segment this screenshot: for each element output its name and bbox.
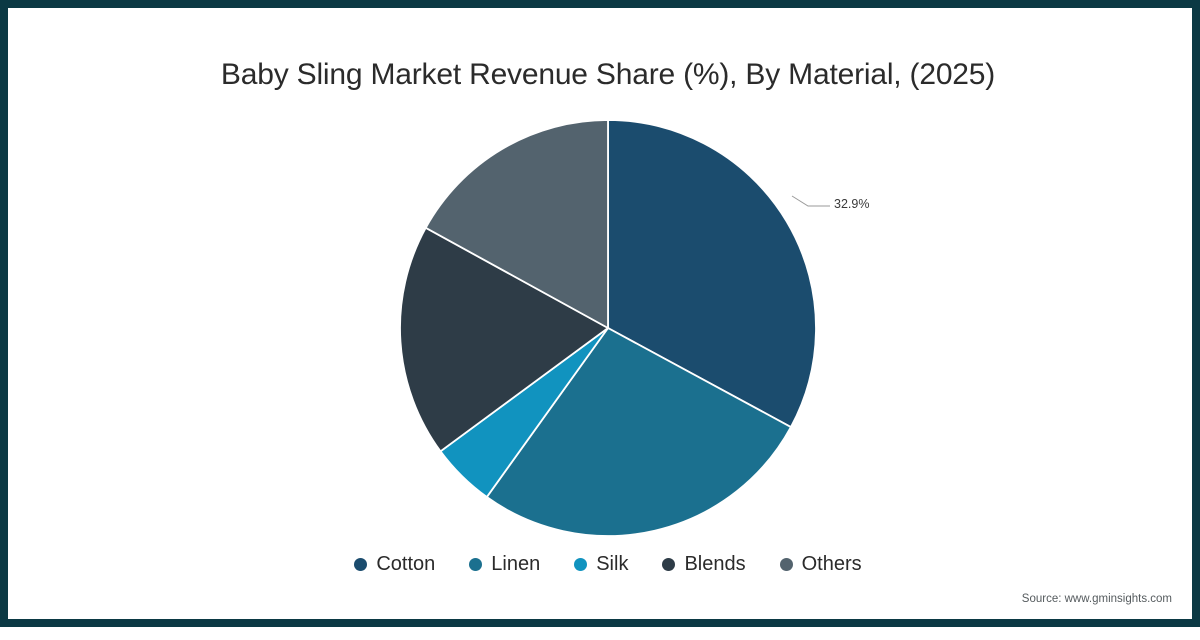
pie-slice-group <box>399 119 817 537</box>
data-label-cotton: 32.9% <box>834 197 870 211</box>
legend-item-label: Blends <box>684 553 746 575</box>
legend-item-label: Silk <box>596 553 629 575</box>
legend-item-cotton[interactable]: Cotton <box>354 554 435 574</box>
chart-frame: Baby Sling Market Revenue Share (%), By … <box>0 0 1200 627</box>
page-title: Baby Sling Market Revenue Share (%), By … <box>220 58 996 91</box>
pie-slice-others[interactable] <box>424 119 609 330</box>
pie-slice-blends[interactable] <box>399 226 610 453</box>
legend-swatch-icon <box>779 557 793 571</box>
pie-chart-svg <box>399 119 830 537</box>
legend-item-others[interactable]: Others <box>779 553 862 575</box>
source-attribution: Source: www.gminsights.com <box>1021 593 1172 605</box>
legend-item-label: Linen <box>491 553 541 575</box>
legend-swatch-icon <box>354 557 368 571</box>
pie-chart: 32.9% <box>8 8 1200 635</box>
legend-item-label: Others <box>801 553 862 575</box>
leader-line-cotton <box>791 195 830 207</box>
legend-item-silk[interactable]: Silk <box>574 554 628 574</box>
pie-slice-cotton[interactable] <box>607 119 817 429</box>
legend-swatch-icon <box>662 557 676 571</box>
legend-item-blends[interactable]: Blends <box>662 553 746 575</box>
chart-legend: Cotton Linen Silk Blends Others <box>8 554 1200 574</box>
leader-line-group <box>791 195 830 207</box>
pie-slice-linen[interactable] <box>485 326 793 537</box>
legend-item-label: Cotton <box>376 553 436 575</box>
legend-swatch-icon <box>574 557 588 571</box>
legend-swatch-icon <box>469 557 483 571</box>
legend-item-linen[interactable]: Linen <box>469 554 540 574</box>
